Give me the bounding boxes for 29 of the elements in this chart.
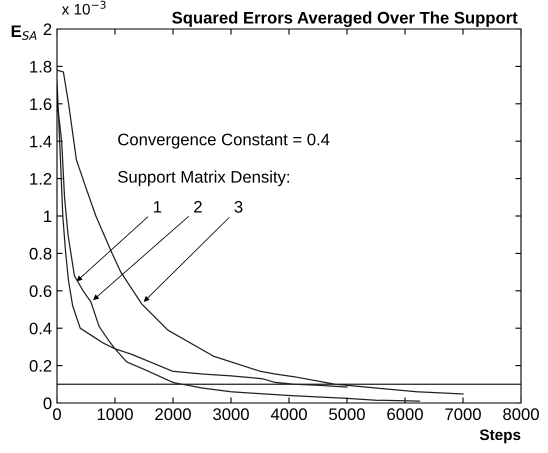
x-tick-label: 1000 [98, 408, 133, 420]
y-tick-label: 1.2 [30, 173, 52, 185]
annotation: Convergence Constant = 0.4 [118, 134, 330, 149]
y-tick-label: 1.4 [30, 136, 52, 148]
annotation: 2 [194, 200, 202, 213]
x-tick-label: 3000 [213, 408, 249, 420]
y-tick-label: 0.4 [30, 322, 52, 334]
text: x 10$^{−3}$ [62, 0, 106, 15]
annotation: 3 [234, 200, 242, 213]
y-axis-title: E$_{SA}$ [12, 26, 36, 40]
x-tick-label: 5000 [329, 408, 365, 420]
annotation: 1 [154, 201, 162, 213]
annotation: Support Matrix Density: [118, 170, 290, 186]
x-tick-label: 2000 [155, 408, 191, 420]
y-tick-label: 1.8 [30, 60, 52, 73]
x-tick-label: 8000 [503, 408, 539, 420]
x-axis-title: Steps [480, 429, 520, 444]
x-tick-label: 7000 [445, 408, 481, 420]
x-tick-label: 4000 [270, 408, 307, 420]
x-tick-label: 0 [53, 408, 61, 420]
y-tick-label: 1 [44, 210, 52, 222]
x-tick-label: 6000 [387, 408, 423, 420]
y-tick-label: 0 [44, 397, 52, 410]
y-tick-label: 0.6 [30, 285, 52, 298]
y-tick-label: 0.2 [30, 360, 52, 372]
y-tick-label: 1.6 [30, 98, 52, 110]
y-tick-label: 0.8 [30, 248, 52, 260]
y-tick-label: 2 [44, 23, 52, 36]
chart-title: Squared Errors Averaged Over The Support [172, 11, 518, 27]
